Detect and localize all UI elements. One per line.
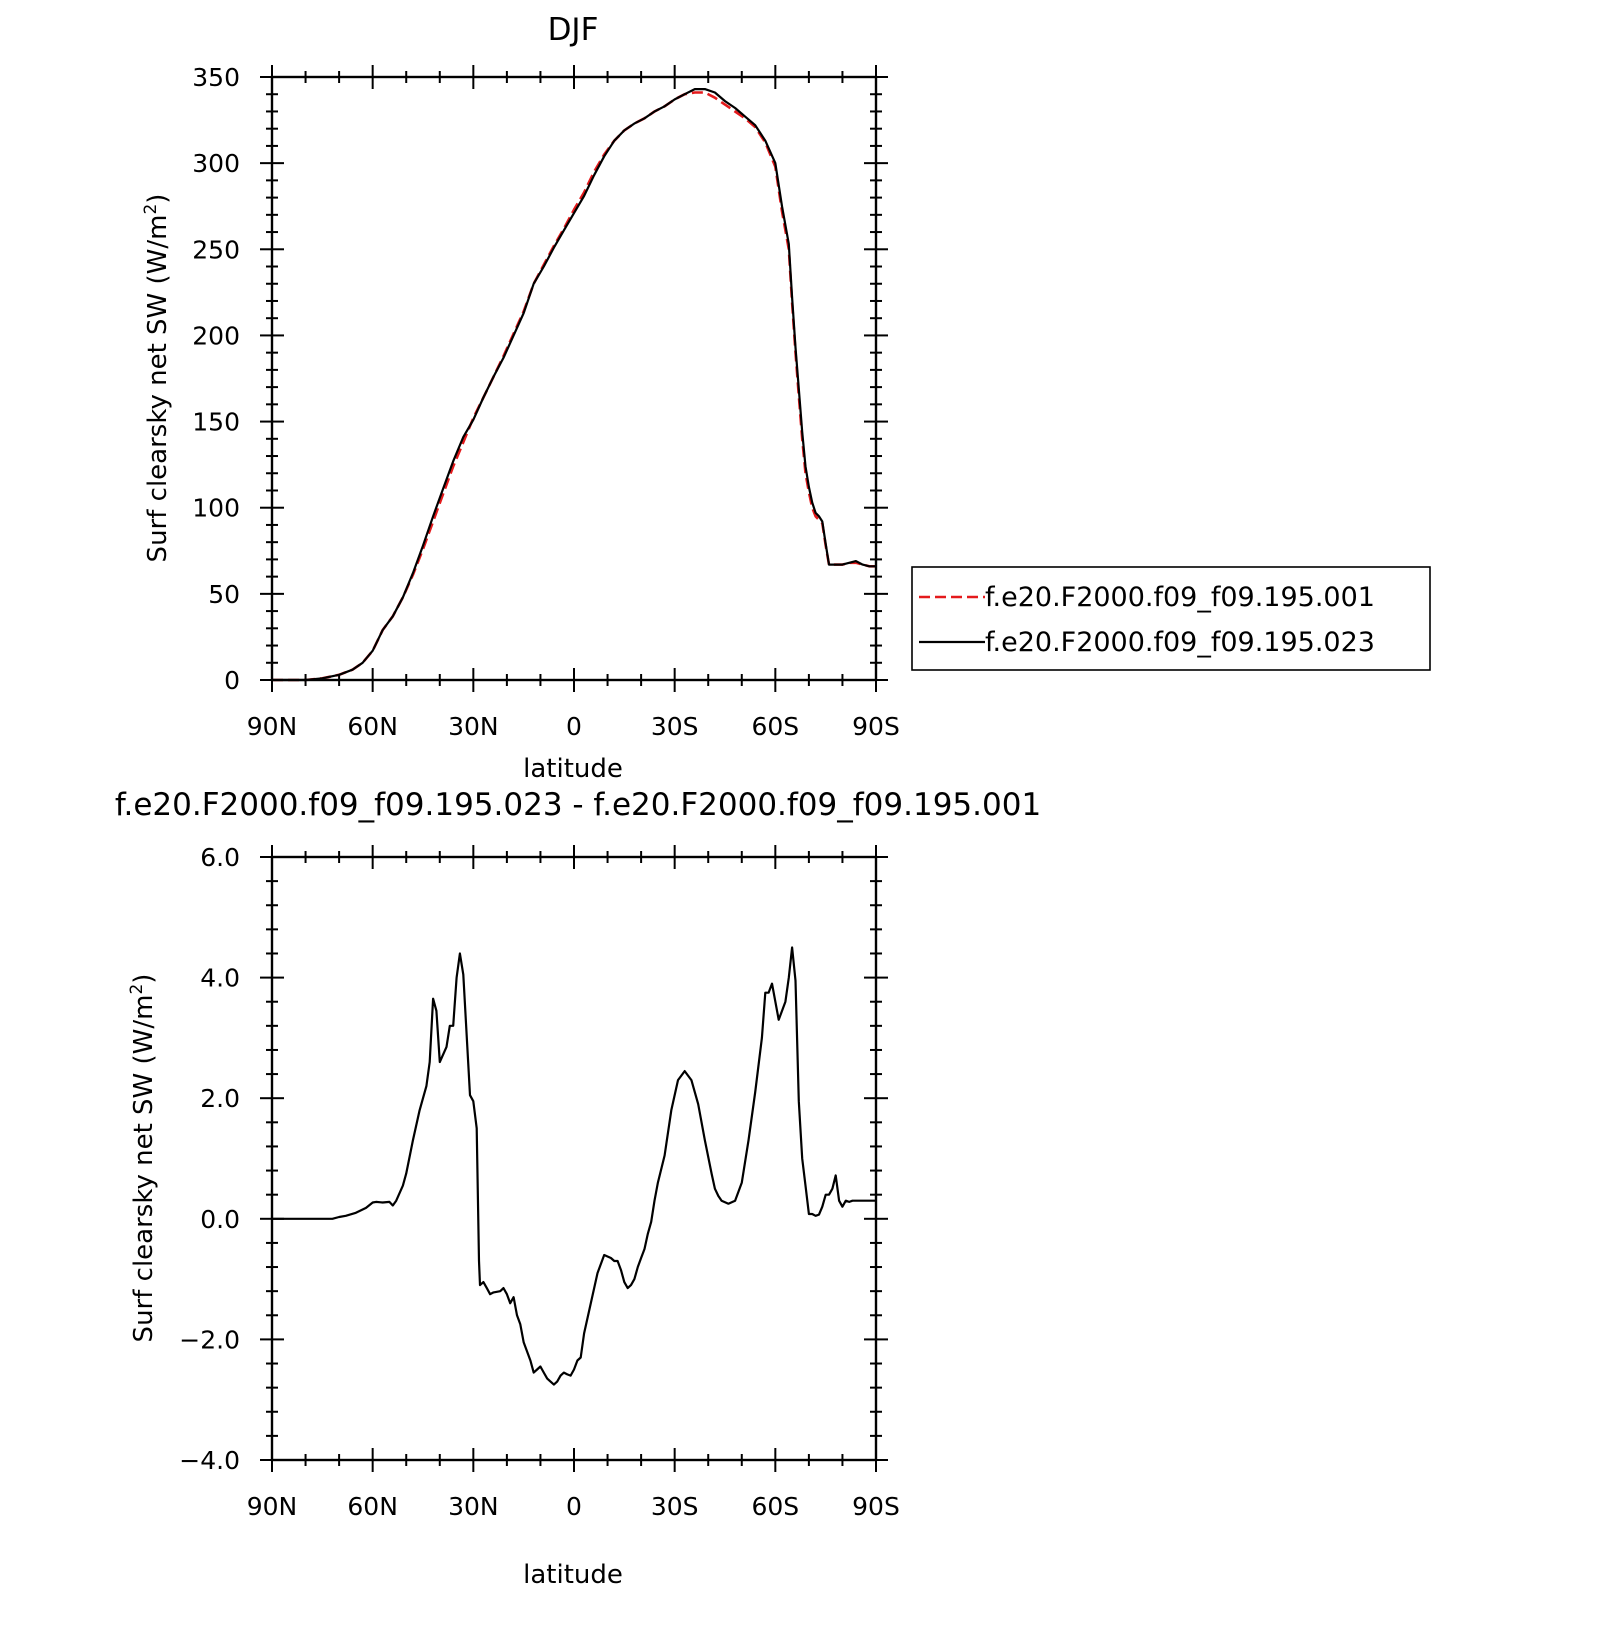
bottom-x-tick-label: 60S [751,1492,799,1521]
bottom-x-tick-label: 0 [566,1492,582,1521]
bottom-y-axis-label-main: Surf clearsky net SW (W/m [129,995,159,1343]
top-series-line-1 [272,87,876,682]
legend-label-series-001: f.e20.F2000.f09_f09.195.001 [985,582,1375,613]
bottom-x-axis-label: latitude [523,1560,623,1590]
legend-box [911,566,1431,671]
bottom-y-tick-label: 0.0 [200,1205,240,1234]
bottom-series-line-0 [272,946,876,1386]
bottom-plot-frame [270,855,878,1462]
top-y-tick-label: 200 [192,321,240,350]
top-y-tick-label: 0 [224,666,240,695]
bottom-y-tick-label: 2.0 [200,1084,240,1113]
bottom-x-tick-label: 30S [651,1492,699,1521]
top-y-tick-labels: 0 50 100 150 200 250 300 350 [192,63,240,695]
top-chart-title: DJF [548,12,599,48]
bottom-x-tick-label: 60N [347,1492,398,1521]
bottom-y-tick-label: −4.0 [179,1446,240,1475]
top-y-tick-label: 50 [208,580,240,609]
bottom-y-tick-label: 6.0 [200,843,240,872]
top-y-tick-label: 100 [192,494,240,523]
top-x-tick-label: 30N [448,712,499,741]
bottom-y-axis-label-superscript: 2 [127,984,147,995]
top-x-tick-label: 90N [247,712,298,741]
bottom-y-axis-label-close: ) [129,974,159,984]
bottom-panel: f.e20.F2000.f09_f09.195.023 - f.e20.F200… [115,787,1041,1590]
bottom-axis-ticks [260,845,888,1472]
top-y-tick-label: 350 [192,63,240,92]
bottom-chart-title: f.e20.F2000.f09_f09.195.023 - f.e20.F200… [115,787,1041,823]
bottom-y-axis-label: Surf clearsky net SW (W/m2) [127,974,159,1343]
top-x-tick-label: 90S [852,712,900,741]
top-x-tick-label: 60N [347,712,398,741]
top-x-tick-labels: 90N 60N 30N 0 30S 60S 90S [247,712,900,741]
top-x-tick-label: 0 [566,712,582,741]
top-y-tick-label: 300 [192,149,240,178]
bottom-y-tick-labels: −4.0 −2.0 0.0 2.0 4.0 6.0 [179,843,240,1475]
top-x-tick-label: 30S [651,712,699,741]
bottom-x-tick-label: 30N [448,1492,499,1521]
bottom-x-tick-label: 90S [852,1492,900,1521]
top-series-line-0 [272,91,876,682]
bottom-y-tick-label: −2.0 [179,1325,240,1354]
legend-label-series-023: f.e20.F2000.f09_f09.195.023 [985,627,1375,658]
bottom-plot-lines [272,946,876,1386]
top-x-axis-label: latitude [523,754,623,784]
top-x-tick-label: 60S [751,712,799,741]
top-plot-lines [272,87,876,682]
top-axis-ticks [260,65,888,692]
top-y-axis-label-superscript: 2 [141,204,161,215]
top-plot-frame [270,75,878,682]
legend: f.e20.F2000.f09_f09.195.001 f.e20.F2000.… [911,566,1431,671]
top-y-axis-label-close: ) [143,194,173,204]
bottom-x-tick-label: 90N [247,1492,298,1521]
bottom-x-tick-labels: 90N 60N 30N 0 30S 60S 90S [247,1492,900,1521]
top-panel: DJF 0 50 100 150 200 250 300 350 90N 60N 30N 0 30S 6… [141,12,1431,784]
top-y-axis-label: Surf clearsky net SW (W/m2) [141,194,173,563]
top-y-tick-label: 250 [192,235,240,264]
bottom-y-tick-label: 4.0 [200,964,240,993]
top-y-tick-label: 150 [192,408,240,437]
top-y-axis-label-main: Surf clearsky net SW (W/m [143,215,173,563]
